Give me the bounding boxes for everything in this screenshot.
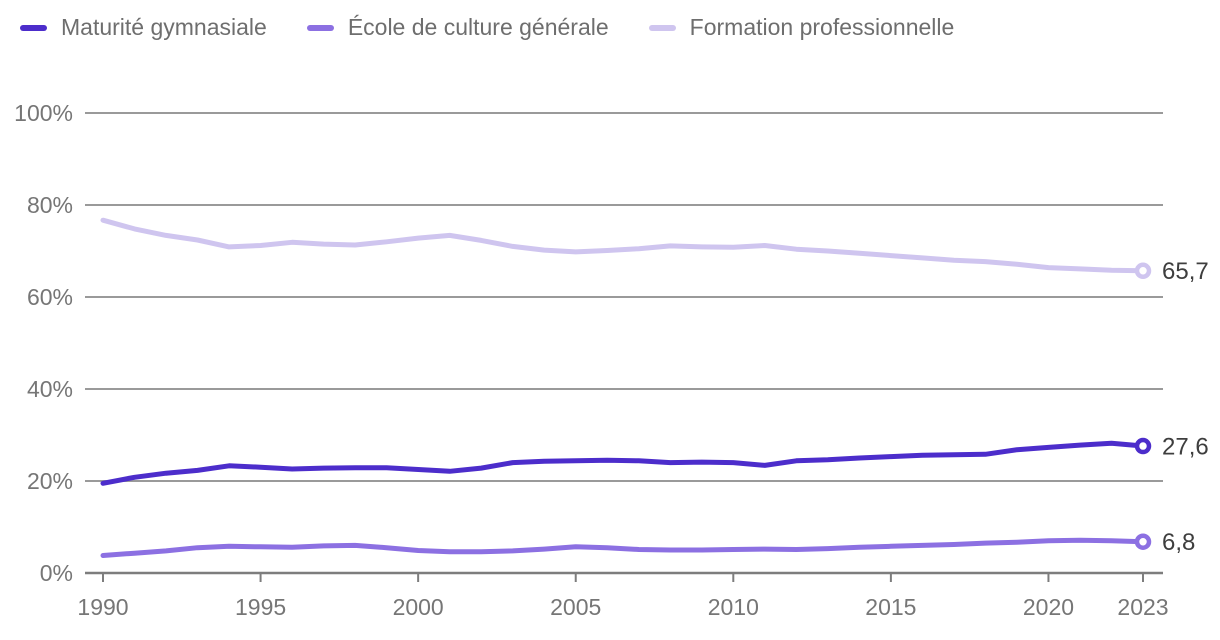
y-axis-label: 20% <box>27 468 73 494</box>
y-axis-label: 0% <box>40 560 73 586</box>
legend: Maturité gymnasiale École de culture géné… <box>20 14 1210 42</box>
end-value-label-formation-professionnelle: 65,7 <box>1162 258 1209 285</box>
end-value-label-maturite-gymnasiale: 27,6 <box>1162 433 1209 460</box>
x-axis-label: 2020 <box>1023 594 1074 620</box>
x-axis-label: 1990 <box>77 594 128 620</box>
y-axis-label: 100% <box>14 100 73 126</box>
series-end-marker-maturite-gymnasiale <box>1134 437 1152 455</box>
legend-item-ecole-de-culture-generale[interactable]: École de culture générale <box>306 14 609 42</box>
x-axis-label: 2015 <box>865 594 916 620</box>
x-axis-label: 1995 <box>235 594 286 620</box>
legend-swatch-icon <box>306 24 334 31</box>
y-axis-label: 80% <box>27 192 73 218</box>
x-axis-label: 2005 <box>550 594 601 620</box>
end-value-label-ecole-de-culture-generale: 6,8 <box>1162 529 1195 556</box>
legend-item-label: Maturité gymnasiale <box>61 14 267 40</box>
y-axis-label: 40% <box>27 376 73 402</box>
legend-item-label: École de culture générale <box>347 14 609 40</box>
legend-swatch-icon <box>648 24 676 31</box>
legend-item-formation-professionnelle[interactable]: Formation professionnelle <box>648 14 955 42</box>
series-line-ecole-de-culture-generale <box>100 537 1146 558</box>
y-axis-label: 60% <box>27 284 73 310</box>
legend-swatch-icon <box>20 24 47 31</box>
series-end-marker-formation-professionnelle <box>1134 262 1152 280</box>
legend-item-maturite-gymnasiale[interactable]: Maturité gymnasiale <box>20 14 267 42</box>
x-axis-label: 2000 <box>393 594 444 620</box>
series-line-formation-professionnelle <box>100 217 1146 274</box>
x-axis-label: 2023 <box>1117 594 1168 620</box>
series-line-maturite-gymnasiale <box>100 440 1146 486</box>
x-axis-label: 2010 <box>708 594 759 620</box>
legend-item-label: Formation professionnelle <box>689 14 955 40</box>
series-end-marker-ecole-de-culture-generale <box>1134 533 1152 550</box>
